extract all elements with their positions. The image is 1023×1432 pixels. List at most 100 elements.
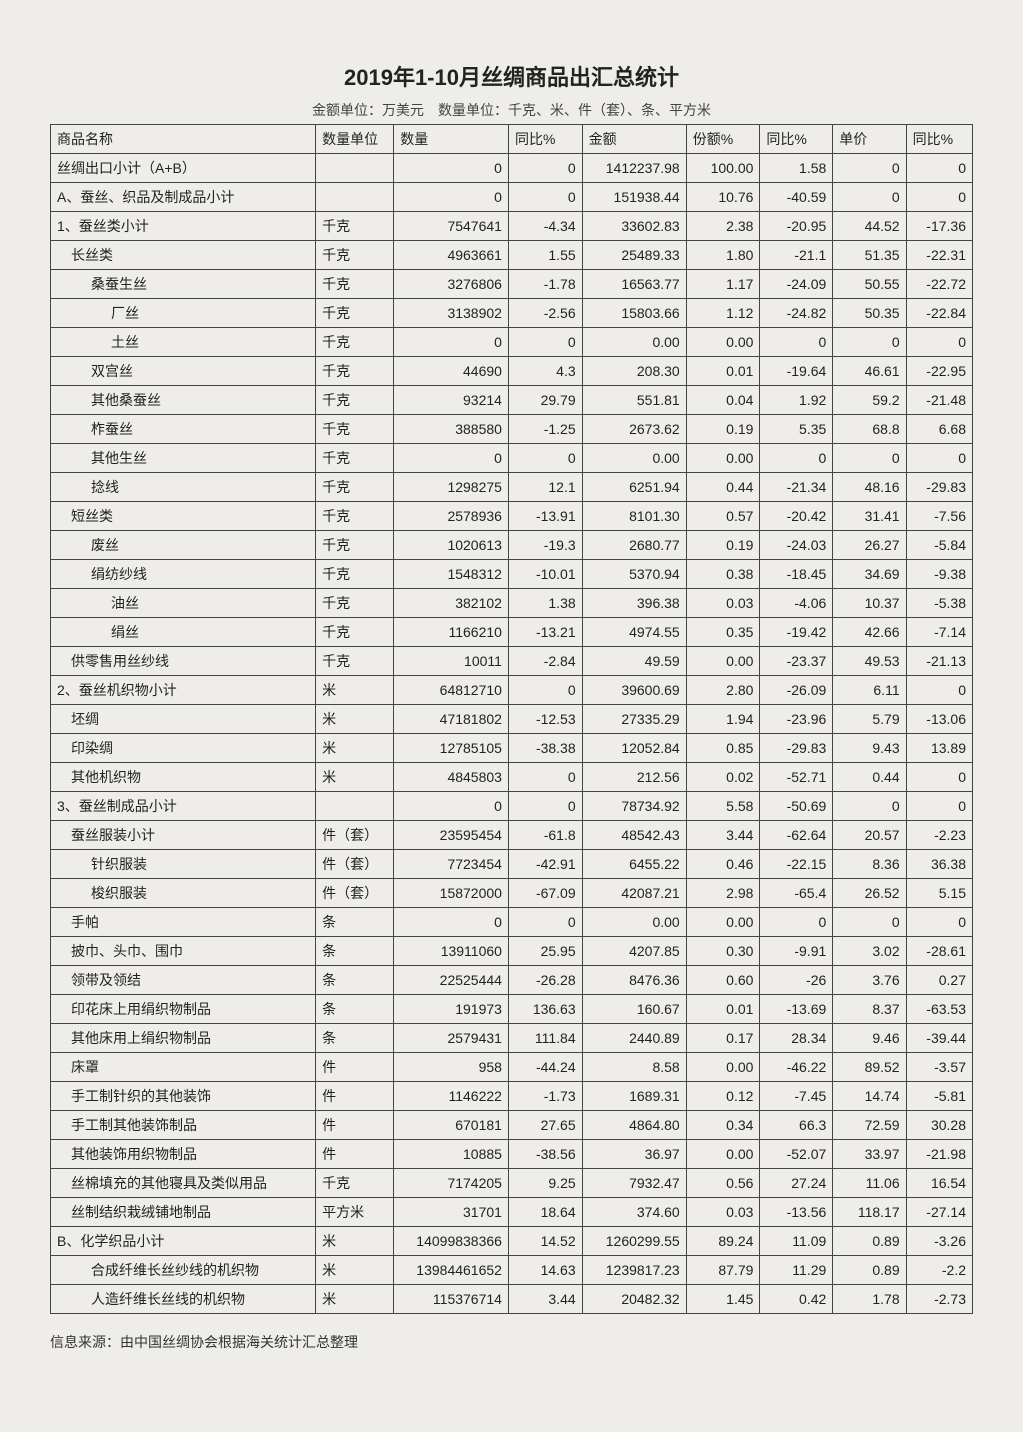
cell-yoy2: -40.59 [760, 183, 833, 212]
cell-price: 72.59 [833, 1111, 906, 1140]
table-body: 丝绸出口小计（A+B）001412237.98100.001.5800A、蚕丝、… [51, 154, 973, 1314]
cell-yoy3: 0 [906, 154, 972, 183]
cell-name: 领带及领结 [51, 966, 316, 995]
cell-qty: 1298275 [394, 473, 509, 502]
cell-qty: 44690 [394, 357, 509, 386]
cell-unit: 件 [316, 1140, 394, 1169]
cell-yoy2: 11.29 [760, 1256, 833, 1285]
cell-qty: 670181 [394, 1111, 509, 1140]
cell-price: 20.57 [833, 821, 906, 850]
cell-amount: 2440.89 [582, 1024, 686, 1053]
cell-yoy3: -5.81 [906, 1082, 972, 1111]
cell-name: 针织服装 [51, 850, 316, 879]
col-share: 份额% [686, 125, 760, 154]
table-row: 废丝千克1020613-19.32680.770.19-24.0326.27-5… [51, 531, 973, 560]
cell-unit: 千克 [316, 560, 394, 589]
cell-qty: 1020613 [394, 531, 509, 560]
cell-qty: 7547641 [394, 212, 509, 241]
cell-share: 1.17 [686, 270, 760, 299]
cell-yoy1: -26.28 [508, 966, 582, 995]
table-row: 绢丝千克1166210-13.214974.550.35-19.4242.66-… [51, 618, 973, 647]
cell-price: 14.74 [833, 1082, 906, 1111]
cell-price: 31.41 [833, 502, 906, 531]
cell-share: 1.80 [686, 241, 760, 270]
table-row: 梭织服装件（套）15872000-67.0942087.212.98-65.42… [51, 879, 973, 908]
cell-amount: 42087.21 [582, 879, 686, 908]
cell-yoy2: -26.09 [760, 676, 833, 705]
cell-qty: 7723454 [394, 850, 509, 879]
page: 2019年1-10月丝绸商品出汇总统计 金额单位：万美元 数量单位：千克、米、件… [0, 0, 1023, 1432]
cell-price: 11.06 [833, 1169, 906, 1198]
cell-yoy1: 0 [508, 763, 582, 792]
cell-yoy2: -65.4 [760, 879, 833, 908]
cell-share: 0.03 [686, 1198, 760, 1227]
cell-name: 长丝类 [51, 241, 316, 270]
col-yoy2: 同比% [760, 125, 833, 154]
table-row: A、蚕丝、织品及制成品小计00151938.4410.76-40.5900 [51, 183, 973, 212]
cell-price: 0 [833, 328, 906, 357]
cell-yoy3: -27.14 [906, 1198, 972, 1227]
cell-yoy1: 0 [508, 444, 582, 473]
cell-yoy1: 29.79 [508, 386, 582, 415]
cell-amount: 1412237.98 [582, 154, 686, 183]
cell-yoy2: -13.69 [760, 995, 833, 1024]
cell-yoy1: -13.21 [508, 618, 582, 647]
cell-yoy3: -21.13 [906, 647, 972, 676]
cell-yoy1: -38.56 [508, 1140, 582, 1169]
cell-share: 1.45 [686, 1285, 760, 1314]
cell-name: 3、蚕丝制成品小计 [51, 792, 316, 821]
table-row: 合成纤维长丝纱线的机织物米1398446165214.631239817.238… [51, 1256, 973, 1285]
cell-share: 0.12 [686, 1082, 760, 1111]
cell-yoy2: -13.56 [760, 1198, 833, 1227]
cell-yoy1: 0 [508, 908, 582, 937]
table-row: 2、蚕丝机织物小计米64812710039600.692.80-26.096.1… [51, 676, 973, 705]
cell-share: 0.00 [686, 1140, 760, 1169]
cell-unit: 千克 [316, 647, 394, 676]
cell-yoy3: -3.57 [906, 1053, 972, 1082]
table-row: 厂丝千克3138902-2.5615803.661.12-24.8250.35-… [51, 299, 973, 328]
cell-name: 床罩 [51, 1053, 316, 1082]
cell-amount: 151938.44 [582, 183, 686, 212]
cell-amount: 160.67 [582, 995, 686, 1024]
table-row: 土丝千克000.000.00000 [51, 328, 973, 357]
cell-yoy3: 0 [906, 183, 972, 212]
cell-price: 50.55 [833, 270, 906, 299]
cell-yoy1: 14.63 [508, 1256, 582, 1285]
cell-amount: 208.30 [582, 357, 686, 386]
cell-yoy3: 0 [906, 444, 972, 473]
cell-share: 2.98 [686, 879, 760, 908]
cell-share: 0.00 [686, 1053, 760, 1082]
cell-yoy2: -21.34 [760, 473, 833, 502]
cell-yoy3: -5.38 [906, 589, 972, 618]
cell-yoy3: -17.36 [906, 212, 972, 241]
cell-qty: 4963661 [394, 241, 509, 270]
cell-yoy3: 0 [906, 676, 972, 705]
table-row: 油丝千克3821021.38396.380.03-4.0610.37-5.38 [51, 589, 973, 618]
cell-amount: 2680.77 [582, 531, 686, 560]
cell-unit: 千克 [316, 1169, 394, 1198]
cell-yoy3: -63.53 [906, 995, 972, 1024]
cell-share: 2.80 [686, 676, 760, 705]
cell-amount: 8.58 [582, 1053, 686, 1082]
cell-qty: 0 [394, 792, 509, 821]
cell-yoy3: -29.83 [906, 473, 972, 502]
cell-name: 桑蚕生丝 [51, 270, 316, 299]
cell-price: 0.89 [833, 1256, 906, 1285]
cell-share: 0.19 [686, 531, 760, 560]
col-yoy1: 同比% [508, 125, 582, 154]
cell-unit: 米 [316, 1285, 394, 1314]
cell-yoy1: -4.34 [508, 212, 582, 241]
data-table: 商品名称 数量单位 数量 同比% 金额 份额% 同比% 单价 同比% 丝绸出口小… [50, 124, 973, 1314]
cell-qty: 7174205 [394, 1169, 509, 1198]
table-row: 1、蚕丝类小计千克7547641-4.3433602.832.38-20.954… [51, 212, 973, 241]
table-row: 绢纺纱线千克1548312-10.015370.940.38-18.4534.6… [51, 560, 973, 589]
cell-unit: 千克 [316, 299, 394, 328]
cell-amount: 374.60 [582, 1198, 686, 1227]
cell-name: 手工制其他装饰制品 [51, 1111, 316, 1140]
cell-yoy3: -3.26 [906, 1227, 972, 1256]
cell-share: 0.03 [686, 589, 760, 618]
cell-name: 丝绸出口小计（A+B） [51, 154, 316, 183]
cell-unit: 平方米 [316, 1198, 394, 1227]
cell-share: 0.56 [686, 1169, 760, 1198]
cell-yoy1: 27.65 [508, 1111, 582, 1140]
